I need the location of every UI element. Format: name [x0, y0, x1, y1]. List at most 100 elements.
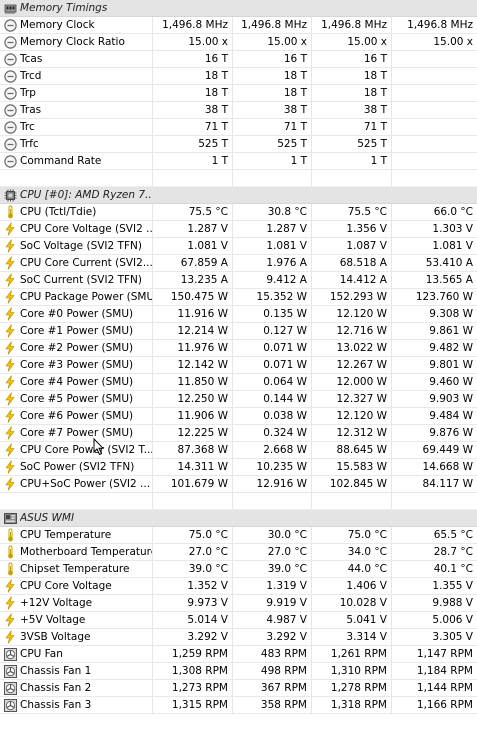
maximum-value: 34.0 °C: [312, 544, 392, 560]
sensor-row[interactable]: Core #3 Power (SMU) 12.142 W 0.071 W 12.267…: [0, 357, 477, 374]
section-header-cell[interactable]: Memory Timings: [0, 0, 153, 16]
sensor-label-cell[interactable]: Chassis Fan 2: [0, 680, 153, 696]
sensor-label-cell[interactable]: Core #4 Power (SMU): [0, 374, 153, 390]
sensor-label-cell[interactable]: Tras: [0, 102, 153, 118]
sensor-label-cell[interactable]: CPU Core Power (SVI2 T...: [0, 442, 153, 458]
section-header[interactable]: CPU [#0]: AMD Ryzen 7...: [0, 187, 477, 204]
section-header-cell: [233, 510, 312, 526]
sensor-row[interactable]: CPU Temperature 75.0 °C 30.0 °C 75.0 °C 65.5…: [0, 527, 477, 544]
sensor-label-cell[interactable]: Core #0 Power (SMU): [0, 306, 153, 322]
sensor-label-cell[interactable]: Core #2 Power (SMU): [0, 340, 153, 356]
sensor-label-cell[interactable]: SoC Current (SVI2 TFN): [0, 272, 153, 288]
sensor-row[interactable]: SoC Voltage (SVI2 TFN) 1.081 V 1.081 V 1.08…: [0, 238, 477, 255]
sensor-label-cell[interactable]: Core #7 Power (SMU): [0, 425, 153, 441]
sensor-label-cell[interactable]: Trp: [0, 85, 153, 101]
lightning-icon: [3, 596, 17, 610]
sensor-label-cell[interactable]: Motherboard Temperature: [0, 544, 153, 560]
average-value: 9.903 W: [429, 393, 473, 405]
sensor-label-cell[interactable]: Command Rate: [0, 153, 153, 169]
sensor-label-cell[interactable]: Core #1 Power (SMU): [0, 323, 153, 339]
spacer-cell: [312, 170, 392, 186]
sensor-label-cell[interactable]: Core #6 Power (SMU): [0, 408, 153, 424]
sensor-row[interactable]: Chassis Fan 1 1,308 RPM 498 RPM 1,310 RPM 1,…: [0, 663, 477, 680]
sensor-label-cell[interactable]: Memory Clock Ratio: [0, 34, 153, 50]
sensor-label-cell[interactable]: CPU Temperature: [0, 527, 153, 543]
current-value: 11.906 W: [153, 408, 233, 424]
current-value: 525 T: [153, 136, 233, 152]
sensor-label-cell[interactable]: Memory Clock: [0, 17, 153, 33]
minimum-value: 39.0 °C: [233, 561, 312, 577]
sensor-label-cell[interactable]: CPU Core Current (SVI2...: [0, 255, 153, 271]
sensor-row[interactable]: SoC Power (SVI2 TFN) 14.311 W 10.235 W 15.5…: [0, 459, 477, 476]
sensor-row[interactable]: CPU Core Power (SVI2 T... 87.368 W 2.668 W…: [0, 442, 477, 459]
maximum-value: 18 T: [312, 68, 392, 84]
sensor-label-cell[interactable]: Core #5 Power (SMU): [0, 391, 153, 407]
sensor-row[interactable]: Tras 38 T 38 T 38 T: [0, 102, 477, 119]
sensor-label-cell[interactable]: CPU+SoC Power (SVI2 ...: [0, 476, 153, 492]
sensor-row[interactable]: CPU Fan 1,259 RPM 483 RPM 1,261 RPM 1,147 RP…: [0, 646, 477, 663]
sensor-label-cell[interactable]: CPU Package Power (SMU): [0, 289, 153, 305]
maximum-value: 44.0 °C: [312, 561, 392, 577]
sensor-label-cell[interactable]: Trfc: [0, 136, 153, 152]
sensor-row[interactable]: Core #2 Power (SMU) 11.976 W 0.071 W 13.022…: [0, 340, 477, 357]
sensor-row[interactable]: Core #5 Power (SMU) 12.250 W 0.144 W 12.327…: [0, 391, 477, 408]
current-value: 1.081 V: [153, 238, 233, 254]
sensor-row[interactable]: CPU Package Power (SMU) 150.475 W 15.352 W…: [0, 289, 477, 306]
sensor-label: Tras: [20, 104, 42, 116]
section-header[interactable]: Memory Timings: [0, 0, 477, 17]
sensor-row[interactable]: CPU Core Voltage (SVI2 ... 1.287 V 1.287 V…: [0, 221, 477, 238]
sensor-label-cell[interactable]: Core #3 Power (SMU): [0, 357, 153, 373]
sensor-label-cell[interactable]: Trc: [0, 119, 153, 135]
sensor-row[interactable]: Core #0 Power (SMU) 11.916 W 0.135 W 12.120…: [0, 306, 477, 323]
sensor-row[interactable]: Trcd 18 T 18 T 18 T: [0, 68, 477, 85]
sensor-row[interactable]: Trfc 525 T 525 T 525 T: [0, 136, 477, 153]
sensor-label-cell[interactable]: Chassis Fan 1: [0, 663, 153, 679]
sensor-row[interactable]: Memory Clock 1,496.8 MHz 1,496.8 MHz 1,496.…: [0, 17, 477, 34]
sensor-row[interactable]: Core #4 Power (SMU) 11.850 W 0.064 W 12.000…: [0, 374, 477, 391]
sensor-label-cell[interactable]: Tcas: [0, 51, 153, 67]
sensor-label-cell[interactable]: Chipset Temperature: [0, 561, 153, 577]
section-header-cell[interactable]: ASUS WMI: [0, 510, 153, 526]
sensor-row[interactable]: Core #1 Power (SMU) 12.214 W 0.127 W 12.716…: [0, 323, 477, 340]
maximum-value: 1.406 V: [312, 578, 392, 594]
sensor-label-cell[interactable]: CPU (Tctl/Tdie): [0, 204, 153, 220]
sensor-label: Trcd: [20, 70, 42, 82]
sensor-row[interactable]: Core #7 Power (SMU) 12.225 W 0.324 W 12.312…: [0, 425, 477, 442]
sensor-label-cell[interactable]: SoC Voltage (SVI2 TFN): [0, 238, 153, 254]
sensor-label: 3VSB Voltage: [20, 631, 91, 643]
sensor-row[interactable]: Chassis Fan 2 1,273 RPM 367 RPM 1,278 RPM 1,…: [0, 680, 477, 697]
sensor-row[interactable]: SoC Current (SVI2 TFN) 13.235 A 9.412 A 14.…: [0, 272, 477, 289]
sensor-row[interactable]: Trp 18 T 18 T 18 T: [0, 85, 477, 102]
sensor-row[interactable]: Trc 71 T 71 T 71 T: [0, 119, 477, 136]
sensor-row[interactable]: Chipset Temperature 39.0 °C 39.0 °C 44.0 °C…: [0, 561, 477, 578]
sensor-label-cell[interactable]: SoC Power (SVI2 TFN): [0, 459, 153, 475]
maximum-value: 18 T: [312, 85, 392, 101]
sensor-label-cell[interactable]: +12V Voltage: [0, 595, 153, 611]
section-header-cell[interactable]: CPU [#0]: AMD Ryzen 7...: [0, 187, 153, 203]
sensor-label: CPU Fan: [20, 648, 63, 660]
sensor-row[interactable]: CPU+SoC Power (SVI2 ... 101.679 W 12.916 W…: [0, 476, 477, 493]
sensor-row[interactable]: +12V Voltage 9.973 V 9.919 V 10.028 V 9.988 …: [0, 595, 477, 612]
sensor-label-cell[interactable]: CPU Core Voltage: [0, 578, 153, 594]
sensor-label-cell[interactable]: CPU Core Voltage (SVI2 ...: [0, 221, 153, 237]
sensor-row[interactable]: Chassis Fan 3 1,315 RPM 358 RPM 1,318 RPM 1,…: [0, 697, 477, 714]
sensor-row[interactable]: CPU Core Current (SVI2... 67.859 A 1.976 A…: [0, 255, 477, 272]
sensor-label-cell[interactable]: CPU Fan: [0, 646, 153, 662]
sensor-row[interactable]: Motherboard Temperature 27.0 °C 27.0 °C 34.…: [0, 544, 477, 561]
sensor-row[interactable]: 3VSB Voltage 3.292 V 3.292 V 3.314 V 3.305 V: [0, 629, 477, 646]
sensor-row[interactable]: Tcas 16 T 16 T 16 T: [0, 51, 477, 68]
maximum-value: 1,261 RPM: [312, 646, 392, 662]
sensor-label-cell[interactable]: 3VSB Voltage: [0, 629, 153, 645]
sensor-row[interactable]: CPU Core Voltage 1.352 V 1.319 V 1.406 V 1.3…: [0, 578, 477, 595]
section-header[interactable]: ASUS WMI: [0, 510, 477, 527]
sensor-label-cell[interactable]: +5V Voltage: [0, 612, 153, 628]
sensor-label-cell[interactable]: Chassis Fan 3: [0, 697, 153, 713]
sensor-label-cell[interactable]: Trcd: [0, 68, 153, 84]
sensor-row[interactable]: +5V Voltage 5.014 V 4.987 V 5.041 V 5.006 V: [0, 612, 477, 629]
average-value: 28.7 °C: [433, 546, 473, 558]
sensor-row[interactable]: Core #6 Power (SMU) 11.906 W 0.038 W 12.120…: [0, 408, 477, 425]
minimum-value: 4.987 V: [233, 612, 312, 628]
sensor-row[interactable]: CPU (Tctl/Tdie) 75.5 °C 30.8 °C 75.5 °C 66.0…: [0, 204, 477, 221]
